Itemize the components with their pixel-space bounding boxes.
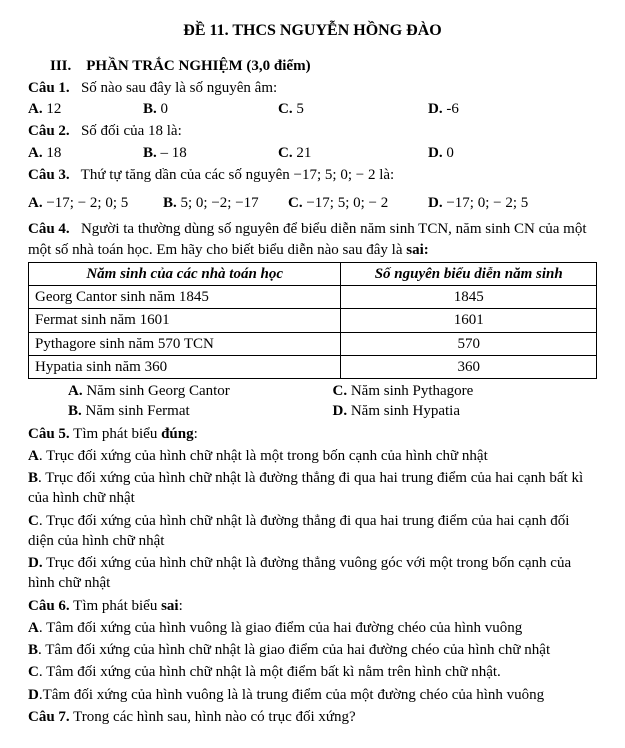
q3-opt-b: B. 5; 0; −2; −17: [163, 193, 288, 213]
q7-text: Trong các hình sau, hình nào có trục đối…: [73, 709, 356, 725]
q1-opt-d: D. -6: [428, 99, 528, 119]
q6-stmt-b: B. Tâm đối xứng của hình chữ nhật là gia…: [28, 640, 597, 660]
section-roman: III.: [50, 58, 71, 74]
q5-stmt-c: C. Trục đối xứng của hình chữ nhật là đư…: [28, 511, 597, 552]
q4-table: Năm sinh của các nhà toán học Số nguyên …: [28, 262, 597, 379]
question-3: Câu 3. Thứ tự tăng dần của các số nguyên…: [28, 165, 597, 185]
table-header-row: Năm sinh của các nhà toán học Số nguyên …: [29, 262, 597, 285]
q2-opt-b: B. – 18: [143, 143, 278, 163]
table-row: Fermat sinh năm 16011601: [29, 309, 597, 332]
q4-opt-a: A. Năm sinh Georg Cantor: [68, 381, 333, 401]
q1-opt-b: B. 0: [143, 99, 278, 119]
q2-num: Câu 2.: [28, 123, 70, 139]
q3-opt-a: A. −17; − 2; 0; 5: [28, 193, 163, 213]
q5-text: Tìm phát biểu: [73, 426, 161, 442]
q2-opt-d: D. 0: [428, 143, 528, 163]
section-label: PHẦN TRẮC NGHIỆM (3,0 điểm): [86, 58, 310, 74]
q3-num: Câu 3.: [28, 167, 70, 183]
q6-stmt-c: C. Tâm đối xứng của hình chữ nhật là một…: [28, 662, 597, 682]
q5-stmt-d: D. Trục đối xứng của hình chữ nhật là đư…: [28, 553, 597, 594]
q4-opts-right: C. Năm sinh Pythagore D. Năm sinh Hypati…: [333, 381, 598, 422]
q4-num: Câu 4.: [28, 221, 70, 237]
q2-text: Số đối của 18 là:: [81, 123, 182, 139]
q4-opt-d: D. Năm sinh Hypatia: [333, 401, 598, 421]
q3-opt-c: C. −17; 5; 0; − 2: [288, 193, 428, 213]
q5-stmt-b: B. Trục đối xứng của hình chữ nhật là đư…: [28, 468, 597, 509]
q3-text: Thứ tự tăng dần của các số nguyên −17; 5…: [81, 167, 395, 183]
table-row: Hypatia sinh năm 360360: [29, 355, 597, 378]
table-row: Georg Cantor sinh năm 18451845: [29, 286, 597, 309]
question-1: Câu 1. Số nào sau đây là số nguyên âm:: [28, 78, 597, 98]
question-4: Câu 4. Người ta thường dùng số nguyên để…: [28, 219, 597, 260]
q1-text: Số nào sau đây là số nguyên âm:: [81, 80, 277, 96]
table-h2: Số nguyên biểu diễn năm sinh: [341, 262, 597, 285]
q5-num: Câu 5.: [28, 426, 70, 442]
q6-num: Câu 6.: [28, 598, 70, 614]
q2-opt-a: A. 18: [28, 143, 143, 163]
q2-opt-c: C. 21: [278, 143, 428, 163]
table-h1: Năm sinh của các nhà toán học: [29, 262, 341, 285]
q6-stmt-d: D.Tâm đối xứng của hình vuông là là trun…: [28, 685, 597, 705]
q7-num: Câu 7.: [28, 709, 70, 725]
q5-stmt-a: A. Trục đối xứng của hình chữ nhật là mộ…: [28, 446, 597, 466]
q2-options: A. 18 B. – 18 C. 21 D. 0: [28, 143, 597, 163]
question-7: Câu 7. Trong các hình sau, hình nào có t…: [28, 707, 597, 727]
table-row: Pythagore sinh năm 570 TCN570: [29, 332, 597, 355]
q4-text: Người ta thường dùng số nguyên để biểu d…: [28, 221, 586, 257]
exam-title: ĐỀ 11. THCS NGUYỄN HỒNG ĐÀO: [28, 20, 597, 42]
q3-options: A. −17; − 2; 0; 5 B. 5; 0; −2; −17 C. −1…: [28, 193, 597, 213]
question-6: Câu 6. Tìm phát biểu sai:: [28, 596, 597, 616]
q4-options: A. Năm sinh Georg Cantor B. Năm sinh Fer…: [28, 381, 597, 422]
q3-opt-d: D. −17; 0; − 2; 5: [428, 193, 568, 213]
q4-opt-c: C. Năm sinh Pythagore: [333, 381, 598, 401]
q4-opts-left: A. Năm sinh Georg Cantor B. Năm sinh Fer…: [68, 381, 333, 422]
section-header: III. PHẦN TRẮC NGHIỆM (3,0 điểm): [50, 56, 597, 76]
q1-opt-c: C. 5: [278, 99, 428, 119]
q6-text: Tìm phát biểu: [73, 598, 161, 614]
q4-opt-b: B. Năm sinh Fermat: [68, 401, 333, 421]
q6-stmt-a: A. Tâm đối xứng của hình vuông là giao đ…: [28, 618, 597, 638]
q1-num: Câu 1.: [28, 80, 70, 96]
question-5: Câu 5. Tìm phát biểu đúng:: [28, 424, 597, 444]
q4-text-bold: sai:: [406, 242, 429, 258]
q1-options: A. 12 B. 0 C. 5 D. -6: [28, 99, 597, 119]
question-2: Câu 2. Số đối của 18 là:: [28, 121, 597, 141]
q1-opt-a: A. 12: [28, 99, 143, 119]
